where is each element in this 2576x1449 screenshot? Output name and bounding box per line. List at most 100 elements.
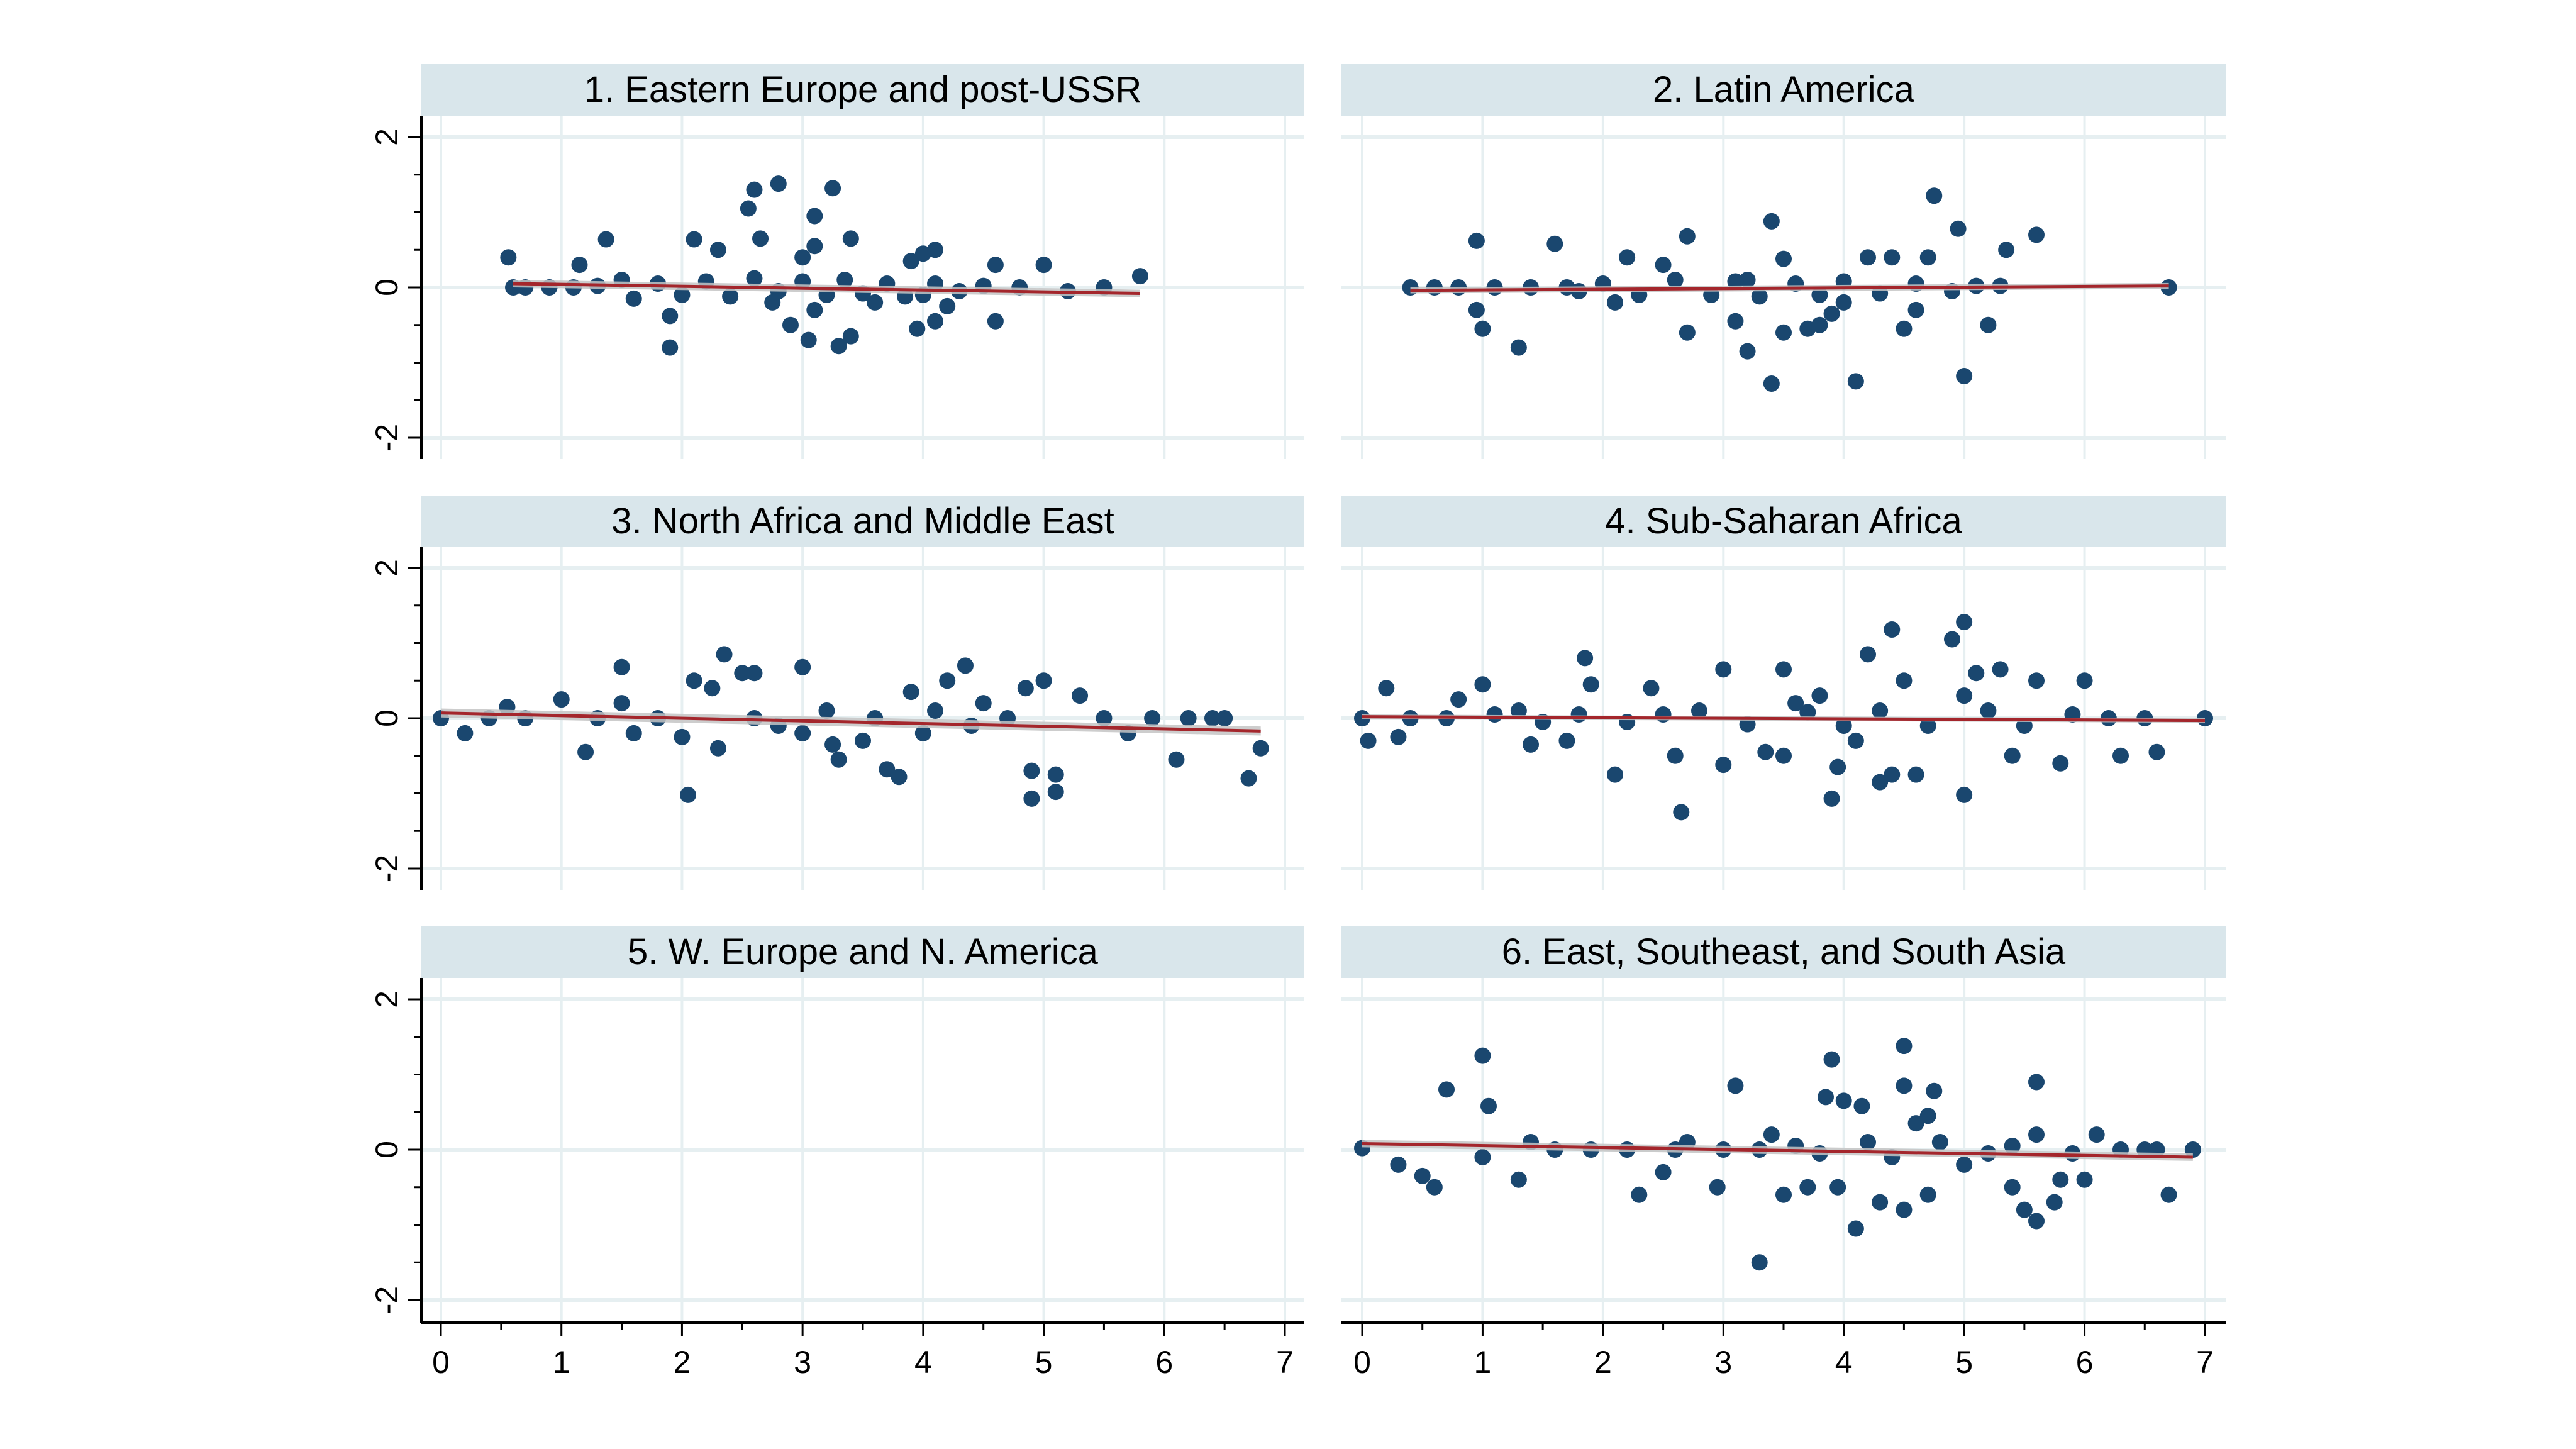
data-point [1811, 687, 1828, 704]
data-point [2028, 672, 2045, 689]
data-point [1896, 320, 1913, 337]
data-point [914, 724, 931, 741]
data-point [1450, 691, 1467, 708]
data-point [1872, 1194, 1889, 1211]
data-point [457, 724, 474, 741]
data-point [1872, 774, 1889, 791]
panel-strip [1341, 926, 2226, 978]
data-point [746, 665, 763, 682]
data-point [1438, 1081, 1455, 1098]
data-point [939, 297, 956, 314]
data-point [1968, 665, 1985, 682]
data-point [1775, 324, 1792, 341]
data-point [1715, 757, 1732, 774]
data-point [1992, 661, 2009, 678]
data-point [686, 231, 702, 248]
data-point [927, 313, 944, 330]
data-point [1643, 680, 1660, 697]
data-point [625, 290, 642, 307]
data-point [824, 736, 841, 753]
data-point [1168, 751, 1185, 768]
data-point [1956, 368, 1973, 385]
data-point [1896, 1038, 1913, 1055]
data-point [1631, 1186, 1648, 1203]
data-point [830, 338, 847, 355]
data-point [1775, 250, 1792, 267]
data-point [1679, 324, 1696, 341]
fit-line [1362, 715, 2206, 723]
data-point [1835, 294, 1852, 311]
y-tick-label: -2 [369, 855, 404, 882]
data-point [1907, 766, 1924, 783]
data-point [1480, 1097, 1497, 1114]
data-point [577, 743, 594, 760]
data-point [1956, 614, 1973, 631]
data-point [1414, 1167, 1431, 1184]
data-point [1835, 1092, 1852, 1109]
data-point [855, 732, 871, 749]
data-point [806, 238, 823, 255]
x-tick-label: 0 [1353, 1345, 1371, 1380]
data-point [1926, 187, 1943, 204]
data-point [1510, 702, 1527, 719]
panel-title: 2. Latin America [1653, 69, 1915, 110]
data-point [1667, 272, 1684, 289]
data-point [571, 257, 588, 274]
data-point [1739, 272, 1756, 289]
data-point [1240, 770, 1257, 787]
data-point [613, 658, 630, 675]
data-point [2028, 1074, 2045, 1091]
data-point [927, 242, 944, 258]
data-point [824, 180, 841, 197]
data-point [794, 724, 811, 741]
data-point [2028, 226, 2045, 243]
x-tick-label: 4 [1835, 1345, 1853, 1380]
data-point [2076, 672, 2093, 689]
data-point [734, 665, 751, 682]
data-point [686, 672, 702, 689]
data-point [1872, 702, 1889, 719]
data-point [1607, 766, 1623, 783]
data-point [1468, 232, 1485, 249]
panel-5: 5. W. Europe and N. America -2 0 2 0 1 2 3 4 5 6 7 [369, 926, 1304, 1380]
data-point [902, 684, 919, 701]
data-point [1835, 717, 1852, 734]
data-point [842, 230, 859, 247]
data-point [2148, 743, 2165, 760]
panel-title: 4. Sub-Saharan Africa [1605, 501, 1962, 541]
panel-4: 4. Sub-Saharan Africa [1341, 496, 2226, 890]
data-point [746, 270, 763, 287]
data-point [704, 680, 721, 697]
x-tick-label: 5 [1035, 1345, 1053, 1380]
data-point [1884, 766, 1901, 783]
panel-strip [421, 926, 1304, 978]
data-point [1799, 1179, 1816, 1196]
panel-1: 1. Eastern Europe and post-USSR -2 0 2 [369, 64, 1304, 459]
data-point [1884, 621, 1901, 638]
data-point [1919, 1108, 1936, 1124]
data-point [867, 294, 884, 311]
x-tick-label: 0 [432, 1345, 450, 1380]
data-point [1474, 1148, 1491, 1165]
data-point [752, 230, 769, 247]
data-point [939, 672, 956, 689]
y-tick-label: 0 [369, 709, 404, 727]
panel-6: 6. East, Southeast, and South Asia 0 1 2 3 4 5… [1341, 926, 2226, 1380]
data-point [1926, 1082, 1943, 1099]
data-point [1390, 728, 1407, 745]
data-point [1950, 220, 1967, 237]
data-point [1216, 710, 1233, 726]
panel-2: 2. Latin America [1341, 64, 2226, 459]
data-point [1775, 1186, 1792, 1203]
data-point [597, 231, 614, 248]
fit-line [440, 711, 1261, 733]
data-point [842, 328, 859, 345]
data-point [1860, 646, 1876, 663]
data-point [1860, 1134, 1876, 1151]
x-tick-label: 2 [674, 1345, 691, 1380]
data-point [1180, 710, 1197, 726]
data-point [1727, 313, 1744, 330]
data-point [709, 740, 726, 757]
x-tick-label: 3 [1714, 1345, 1732, 1380]
data-point [1474, 676, 1491, 693]
